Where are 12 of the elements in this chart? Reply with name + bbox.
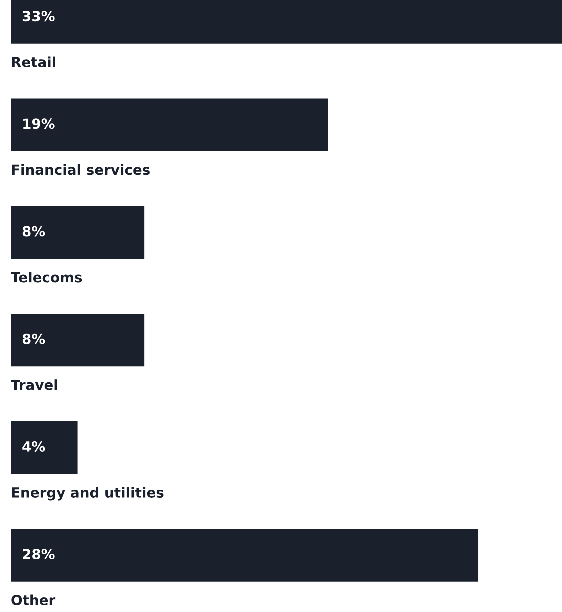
data-label: 8% bbox=[22, 226, 46, 237]
y-tick-label: Travel bbox=[11, 380, 58, 390]
y-tick-label: Other bbox=[12, 594, 56, 606]
data-label: 19% bbox=[24, 118, 55, 130]
y-tick-label: Telecoms bbox=[11, 272, 82, 283]
data-label: 28% bbox=[23, 549, 55, 560]
y-tick-label: Energy and utilities bbox=[12, 487, 164, 501]
y-tick-label: Financial services bbox=[12, 164, 150, 176]
data-label: 33% bbox=[22, 11, 55, 22]
data-label: 8% bbox=[22, 334, 46, 344]
y-tick-label: Retail bbox=[12, 56, 56, 68]
data-label: 4% bbox=[22, 441, 46, 452]
